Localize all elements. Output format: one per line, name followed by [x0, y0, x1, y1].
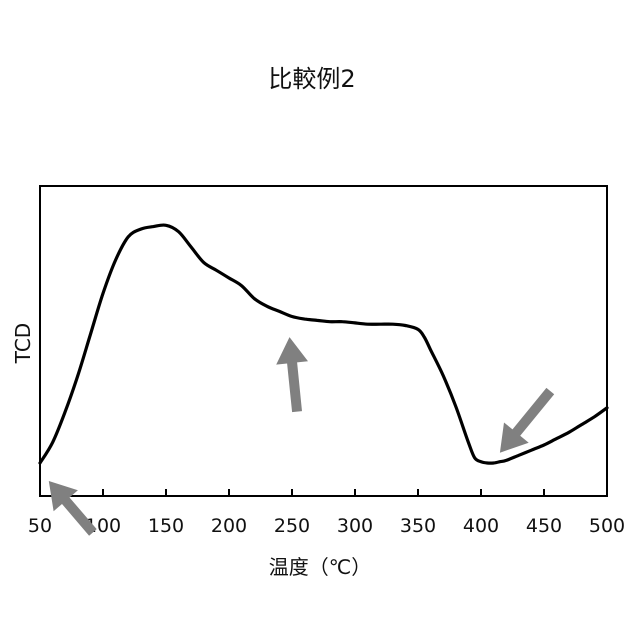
x-tick-label: 500 [589, 515, 625, 537]
data-point [568, 431, 570, 433]
data-point [594, 416, 596, 418]
data-point [64, 411, 66, 413]
data-point [455, 406, 457, 408]
data-point [405, 325, 407, 327]
data-point [474, 457, 476, 459]
data-point [190, 246, 192, 248]
data-point [367, 323, 369, 325]
data-point [153, 226, 155, 228]
data-point [253, 298, 255, 300]
x-tick-label: 200 [211, 515, 247, 537]
data-point [531, 449, 533, 451]
data-point [468, 442, 470, 444]
data-point [291, 316, 293, 318]
y-axis-label: TCD [11, 323, 35, 364]
data-point [606, 407, 608, 409]
data-point [480, 461, 482, 463]
data-point [203, 262, 205, 264]
data-point [279, 311, 281, 313]
data-point [266, 305, 268, 307]
plot-area [39, 186, 608, 496]
data-point [90, 334, 92, 336]
data-point [581, 424, 583, 426]
data-point [342, 321, 344, 323]
data-point [543, 444, 545, 446]
data-point [216, 269, 218, 271]
data-point [228, 277, 230, 279]
data-point [493, 462, 495, 464]
data-point [39, 462, 41, 464]
data-point [241, 285, 243, 287]
data-point [165, 224, 167, 226]
data-point [556, 438, 558, 440]
x-tick-label: 50 [28, 515, 52, 537]
annotation-arrow [49, 481, 97, 536]
data-point [354, 322, 356, 324]
data-point [518, 455, 520, 457]
data-point [424, 336, 426, 338]
data-point [392, 323, 394, 325]
data-point [430, 349, 432, 351]
data-point [127, 236, 129, 238]
data-point [115, 259, 117, 261]
chart-title: 比較例2 [268, 65, 355, 93]
data-point [505, 460, 507, 462]
data-point [487, 462, 489, 464]
data-point [442, 375, 444, 377]
data-point [52, 442, 54, 444]
data-point [178, 231, 180, 233]
data-point [417, 329, 419, 331]
annotation-arrow [276, 337, 308, 412]
data-point [379, 323, 381, 325]
x-axis-label: 温度（℃） [269, 555, 371, 579]
x-tick-label: 300 [337, 515, 373, 537]
x-tick-label: 350 [400, 515, 436, 537]
data-point [140, 228, 142, 230]
x-tick-label: 400 [463, 515, 499, 537]
x-tick-label: 250 [274, 515, 310, 537]
x-tick-label: 150 [148, 515, 184, 537]
x-tick-label: 450 [526, 515, 562, 537]
plot-frame [40, 186, 607, 496]
data-point [329, 321, 331, 323]
data-point [77, 375, 79, 377]
data-point [304, 318, 306, 320]
data-point [102, 293, 104, 295]
data-point [316, 320, 318, 322]
data-point [499, 461, 501, 463]
